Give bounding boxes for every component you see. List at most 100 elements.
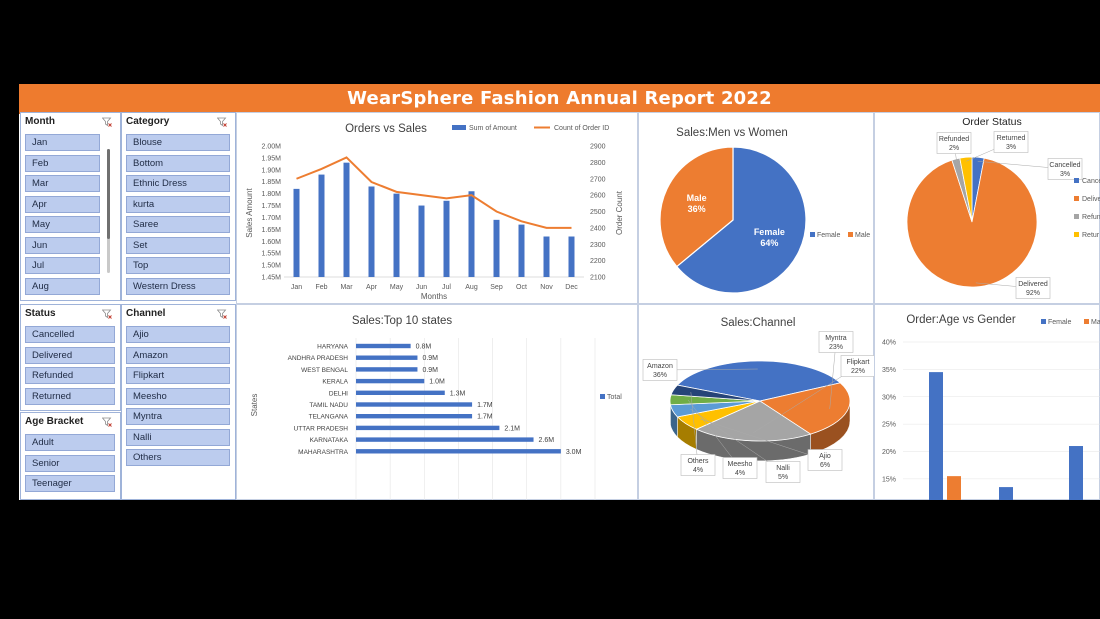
filter-clear-icon[interactable] <box>102 417 112 427</box>
bar-tamil-nadu <box>356 402 473 407</box>
slicer-item-month-jun[interactable]: Jun <box>25 236 100 254</box>
slicer-item-channel-others[interactable]: Others <box>126 449 230 466</box>
slicer-item-month-jan[interactable]: Jan <box>25 134 100 151</box>
bar-west-bengal <box>356 367 418 372</box>
slicer-item-category-set[interactable]: Set <box>126 236 230 254</box>
callout-myntra-name: Myntra <box>825 335 847 342</box>
bar-karnataka <box>356 437 534 442</box>
data-label-kerala: 1.0M <box>429 379 445 386</box>
slicer-item-status-delivered[interactable]: Delivered <box>25 346 115 364</box>
bar-delhi <box>356 390 445 395</box>
bar-telangana <box>356 414 473 419</box>
legend-label-total: Total <box>607 394 622 401</box>
filter-clear-icon[interactable] <box>217 117 227 127</box>
slicer-item-month-feb[interactable]: Feb <box>25 154 100 172</box>
data-label-uttar-pradesh: 2.1M <box>504 425 520 432</box>
callout-amazon-name: Amazon <box>647 363 673 370</box>
y-tick-label: 40% <box>882 340 896 347</box>
callout-cancelled-box <box>1047 158 1083 180</box>
slicer-item-month-may[interactable]: May <box>25 216 100 233</box>
slicer-item-month-jul[interactable]: Jul <box>25 257 100 274</box>
y2-tick-label: 2700 <box>590 176 606 183</box>
x-tick-label: Sep <box>490 284 503 291</box>
y2-tick-label: 2800 <box>590 160 606 167</box>
y-tick-label: 1.55M <box>262 251 282 258</box>
pie-slice-female <box>675 146 807 294</box>
y-axis-label: Sales Amount <box>245 188 254 238</box>
callout-amazon-box <box>642 359 678 381</box>
slicer-item-status-refunded[interactable]: Refunded <box>25 367 115 384</box>
y-tick-label: 1.45M <box>262 275 282 282</box>
state-label-maharashtra: MAHARASHTRA <box>298 449 349 456</box>
channel-slicer-title: Channel <box>126 308 166 319</box>
report-banner: WearSphere Fashion Annual Report 2022 <box>19 84 1100 114</box>
chart-title: Order Status <box>962 116 1022 128</box>
legend-swatch-cance <box>1074 178 1079 183</box>
orders-vs-sales-chart: Orders vs Sales 2.00M 1.95M 1.90M 1.85M 1.80M… <box>245 123 624 301</box>
filter-clear-icon[interactable] <box>217 309 227 319</box>
age-slicer: Age Bracket Adult Senior Teenager <box>20 412 121 500</box>
slicer-item-age-senior[interactable]: Senior <box>25 454 115 472</box>
callout-delivered-box <box>1015 277 1051 299</box>
x-tick-label: Apr <box>366 284 378 291</box>
slicer-item-month-mar[interactable]: Mar <box>25 175 100 192</box>
data-label-andhra-pradesh: 0.9M <box>422 355 438 362</box>
callout-cancelled-value: 3% <box>1060 171 1070 178</box>
filter-clear-icon[interactable] <box>102 309 112 319</box>
slicer-item-category-top[interactable]: Top <box>126 257 230 274</box>
callout-ajio-value: 6% <box>820 462 830 469</box>
slicer-item-category-bottom[interactable]: Bottom <box>126 154 230 172</box>
month-slicer: Month Jan Feb Mar Apr May Jun Jul Aug <box>20 112 121 301</box>
slicer-item-month-apr[interactable]: Apr <box>25 195 100 213</box>
slicer-item-channel-myntra[interactable]: Myntra <box>126 408 230 425</box>
bar-adult-female <box>929 372 943 500</box>
slicer-item-age-teenager[interactable]: Teenager <box>25 475 115 492</box>
slicer-item-channel-ajio[interactable]: Ajio <box>126 326 230 343</box>
state-label-delhi: DELHI <box>329 390 348 397</box>
age-slicer-title: Age Bracket <box>25 416 84 427</box>
bar-nov <box>543 236 550 277</box>
state-label-tamil-nadu: TAMIL NADU <box>309 402 348 409</box>
slicer-item-category-kurta[interactable]: kurta <box>126 195 230 213</box>
data-label-telangana: 1.7M <box>477 414 493 421</box>
y2-axis-label: Order Count <box>615 190 624 235</box>
pie-slice-myntra <box>758 382 851 435</box>
x-axis-label: Months <box>421 292 447 301</box>
state-label-telangana: TELANGANA <box>309 414 349 421</box>
slicer-item-age-adult[interactable]: Adult <box>25 434 115 451</box>
bar-jun <box>418 205 425 277</box>
slicer-item-channel-meesho[interactable]: Meesho <box>126 387 230 405</box>
y2-tick-label: 2900 <box>590 144 606 151</box>
leader-line-meesho <box>687 399 741 469</box>
y-tick-label: 2.00M <box>262 144 282 151</box>
slicer-item-category-saree[interactable]: Saree <box>126 216 230 233</box>
chart-title: Order:Age vs Gender <box>906 314 1015 326</box>
y-tick-label: 1.70M <box>262 215 282 222</box>
y-tick-label: 25% <box>882 422 896 429</box>
callout-others-box <box>680 454 716 476</box>
slicer-item-category-ethnic-dress[interactable]: Ethnic Dress <box>126 175 230 192</box>
callout-meesho-value: 4% <box>735 470 745 477</box>
month-scrollbar[interactable] <box>107 149 110 273</box>
dashboard: WearSphere Fashion Annual Report 2022 Mo… <box>19 84 1100 500</box>
bar-haryana <box>356 343 411 349</box>
leader-line-myntra <box>829 341 837 409</box>
slice-value-female: 64% <box>760 238 778 248</box>
top10-states-panel: Sales:Top 10 states0.0M0.5M1.0M1.5M2.0M2… <box>236 304 638 500</box>
slicer-item-channel-amazon[interactable]: Amazon <box>126 346 230 364</box>
state-label-kerala: KERALA <box>322 379 348 386</box>
callout-nalli-value: 5% <box>778 474 788 481</box>
slicer-item-month-aug[interactable]: Aug <box>25 277 100 295</box>
slicer-item-channel-flipkart[interactable]: Flipkart <box>126 367 230 384</box>
filter-clear-icon[interactable] <box>102 117 112 127</box>
legend-swatch-male <box>848 232 853 237</box>
slicer-item-status-cancelled[interactable]: Cancelled <box>25 326 115 343</box>
slicer-item-status-returned[interactable]: Returned <box>25 387 115 405</box>
slicer-item-category-western-dress[interactable]: Western Dress <box>126 277 230 295</box>
y-tick-label: 35% <box>882 367 896 374</box>
month-slicer-title: Month <box>25 116 55 127</box>
state-label-west-bengal: WEST BENGAL <box>301 367 348 374</box>
callout-flipkart-value: 22% <box>851 368 865 375</box>
slicer-item-channel-nalli[interactable]: Nalli <box>126 428 230 446</box>
slicer-item-category-blouse[interactable]: Blouse <box>126 134 230 151</box>
